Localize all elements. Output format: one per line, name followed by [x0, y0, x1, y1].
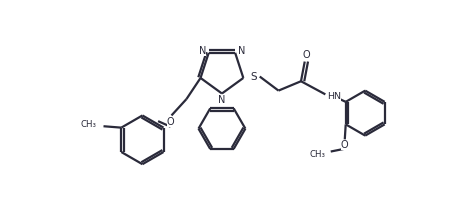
Text: HN: HN: [327, 92, 341, 101]
Text: N: N: [199, 46, 206, 56]
Text: CH₃: CH₃: [309, 150, 325, 159]
Text: S: S: [250, 72, 257, 82]
Text: N: N: [237, 46, 245, 56]
Text: O: O: [167, 117, 174, 127]
Text: CH₃: CH₃: [80, 120, 96, 129]
Text: O: O: [341, 140, 349, 150]
Text: O: O: [303, 51, 310, 61]
Text: N: N: [218, 95, 226, 105]
